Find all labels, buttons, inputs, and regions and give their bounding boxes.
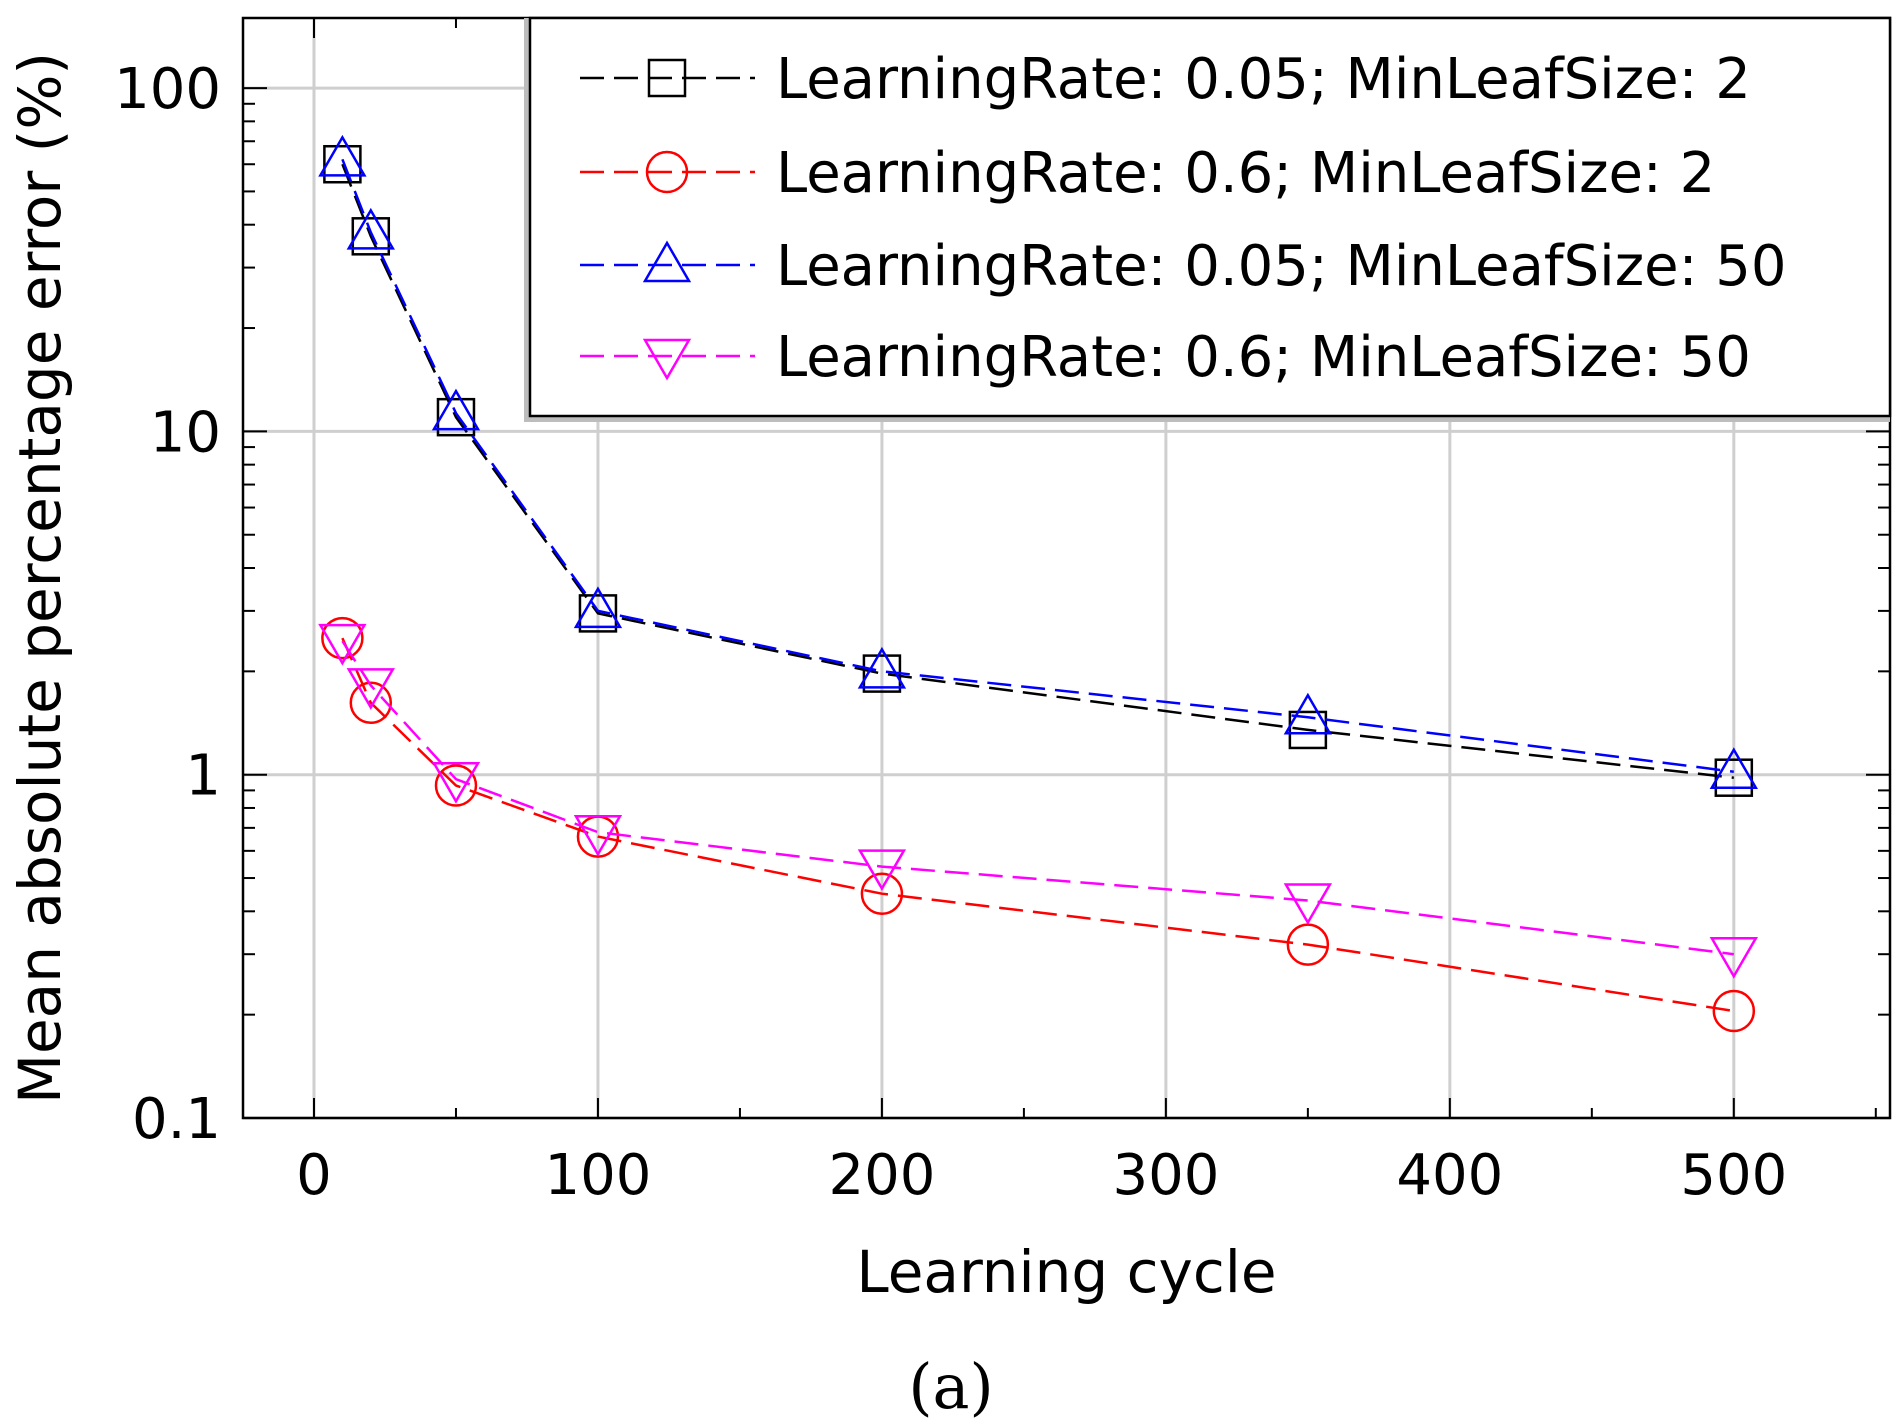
legend-label: LearningRate: 0.6; MinLeafSize: 2	[776, 141, 1715, 206]
data-point	[349, 681, 393, 725]
data-point	[857, 849, 907, 892]
data-point	[436, 397, 476, 437]
data-point	[1283, 883, 1333, 926]
data-point	[434, 764, 478, 807]
legend-item: LearningRate: 0.6; MinLeafSize: 50	[580, 325, 1751, 390]
x-tick-label: 500	[1680, 1143, 1787, 1208]
series-2	[321, 616, 1756, 1033]
series-3	[318, 134, 1758, 789]
x-tick-label: 100	[545, 1143, 652, 1208]
data-point	[431, 388, 481, 431]
data-point	[1283, 692, 1333, 735]
series-line	[341, 637, 1734, 1013]
legend-marker	[642, 338, 692, 381]
legend-marker	[647, 58, 687, 98]
x-axis-title: Learning cycle	[856, 1238, 1276, 1306]
series-line	[341, 640, 1734, 956]
data-point	[323, 144, 362, 184]
data-point	[1712, 989, 1756, 1033]
x-tick-label: 200	[828, 1143, 935, 1208]
data-point	[578, 594, 618, 633]
legend: LearningRate: 0.05; MinLeafSize: 2 Learni…	[524, 16, 1892, 422]
axis-ticks: 0 100 200 300 400 500 0.1 1 10 100	[114, 18, 1890, 1208]
series-line	[341, 158, 1734, 773]
data-point	[1288, 710, 1328, 750]
data-point	[1709, 747, 1758, 789]
data-point	[573, 814, 623, 857]
legend-item: LearningRate: 0.05; MinLeafSize: 2	[580, 47, 1751, 112]
data-point	[346, 207, 395, 250]
data-point	[573, 586, 623, 629]
y-tick-label: 100	[114, 57, 221, 122]
legend-box	[528, 16, 1892, 418]
data-point	[1709, 936, 1758, 979]
x-tick-label: 400	[1396, 1143, 1503, 1208]
data-point	[318, 623, 367, 666]
x-tick-label: 300	[1112, 1143, 1219, 1208]
series-line	[341, 163, 1734, 779]
legend-marker	[645, 150, 689, 194]
legend-item: LearningRate: 0.05; MinLeafSize: 50	[580, 234, 1787, 299]
y-axis-title: Mean absolute percentage error (%)	[6, 52, 74, 1104]
series-1	[323, 144, 1754, 797]
y-tick-label: 0.1	[132, 1087, 221, 1152]
x-tick-label: 0	[296, 1143, 332, 1208]
data-point	[857, 646, 907, 689]
data-point	[351, 217, 391, 256]
data-point	[431, 761, 481, 804]
data-point	[318, 134, 367, 177]
series-4	[318, 623, 1758, 979]
data-point	[860, 872, 904, 915]
data-point	[346, 668, 395, 710]
y-tick-label: 10	[150, 400, 221, 465]
data-point	[1714, 758, 1754, 797]
legend-marker	[642, 240, 692, 283]
legend-item: LearningRate: 0.6; MinLeafSize: 2	[580, 141, 1715, 206]
y-tick-label: 1	[185, 744, 221, 809]
legend-label: LearningRate: 0.6; MinLeafSize: 50	[776, 325, 1751, 390]
legend-label: LearningRate: 0.05; MinLeafSize: 50	[776, 234, 1787, 299]
legend-label: LearningRate: 0.05; MinLeafSize: 2	[776, 47, 1751, 112]
series-group	[318, 134, 1758, 1033]
figure-caption: (a)	[908, 1350, 993, 1423]
data-point	[321, 616, 364, 660]
